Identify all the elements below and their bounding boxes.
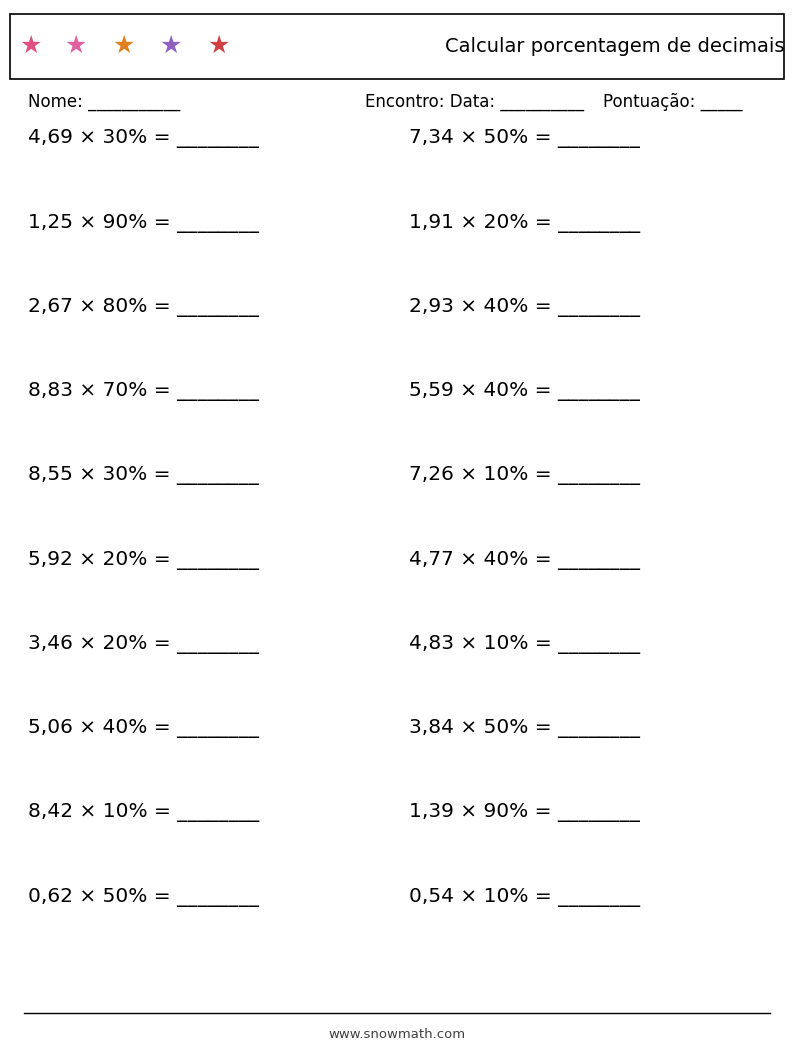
Text: ★: ★ — [160, 35, 182, 58]
Text: ★: ★ — [207, 35, 229, 58]
Text: ★: ★ — [112, 35, 134, 58]
Text: 4,69 × 30% = ________: 4,69 × 30% = ________ — [28, 130, 259, 148]
Text: 2,67 × 80% = ________: 2,67 × 80% = ________ — [28, 298, 259, 317]
Text: 1,91 × 20% = ________: 1,91 × 20% = ________ — [409, 214, 640, 233]
Text: Nome: ___________: Nome: ___________ — [28, 93, 180, 112]
Text: 1,39 × 90% = ________: 1,39 × 90% = ________ — [409, 803, 640, 822]
Text: 2,93 × 40% = ________: 2,93 × 40% = ________ — [409, 298, 640, 317]
Text: ★: ★ — [19, 35, 41, 58]
Text: 8,83 × 70% = ________: 8,83 × 70% = ________ — [28, 382, 259, 401]
Text: 3,46 × 20% = ________: 3,46 × 20% = ________ — [28, 635, 259, 654]
Text: 4,77 × 40% = ________: 4,77 × 40% = ________ — [409, 551, 640, 570]
Text: www.snowmath.com: www.snowmath.com — [329, 1028, 465, 1040]
Text: 4,83 × 10% = ________: 4,83 × 10% = ________ — [409, 635, 640, 654]
Text: Pontuação: _____: Pontuação: _____ — [603, 93, 743, 112]
Text: 0,62 × 50% = ________: 0,62 × 50% = ________ — [28, 888, 259, 907]
Text: ★: ★ — [64, 35, 87, 58]
Text: 5,92 × 20% = ________: 5,92 × 20% = ________ — [28, 551, 259, 570]
Text: 3,84 × 50% = ________: 3,84 × 50% = ________ — [409, 719, 640, 738]
Text: 5,59 × 40% = ________: 5,59 × 40% = ________ — [409, 382, 640, 401]
Text: 8,55 × 30% = ________: 8,55 × 30% = ________ — [28, 466, 259, 485]
Text: 5,06 × 40% = ________: 5,06 × 40% = ________ — [28, 719, 259, 738]
Text: 7,34 × 50% = ________: 7,34 × 50% = ________ — [409, 130, 640, 148]
Text: 0,54 × 10% = ________: 0,54 × 10% = ________ — [409, 888, 640, 907]
Text: 7,26 × 10% = ________: 7,26 × 10% = ________ — [409, 466, 640, 485]
Text: Calcular porcentagem de decimais: Calcular porcentagem de decimais — [445, 37, 784, 56]
Text: 1,25 × 90% = ________: 1,25 × 90% = ________ — [28, 214, 259, 233]
FancyBboxPatch shape — [10, 14, 784, 79]
Text: Encontro: Data: __________: Encontro: Data: __________ — [365, 93, 584, 112]
Text: 8,42 × 10% = ________: 8,42 × 10% = ________ — [28, 803, 259, 822]
